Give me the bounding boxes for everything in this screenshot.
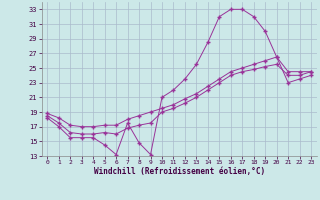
X-axis label: Windchill (Refroidissement éolien,°C): Windchill (Refroidissement éolien,°C) [94,167,265,176]
